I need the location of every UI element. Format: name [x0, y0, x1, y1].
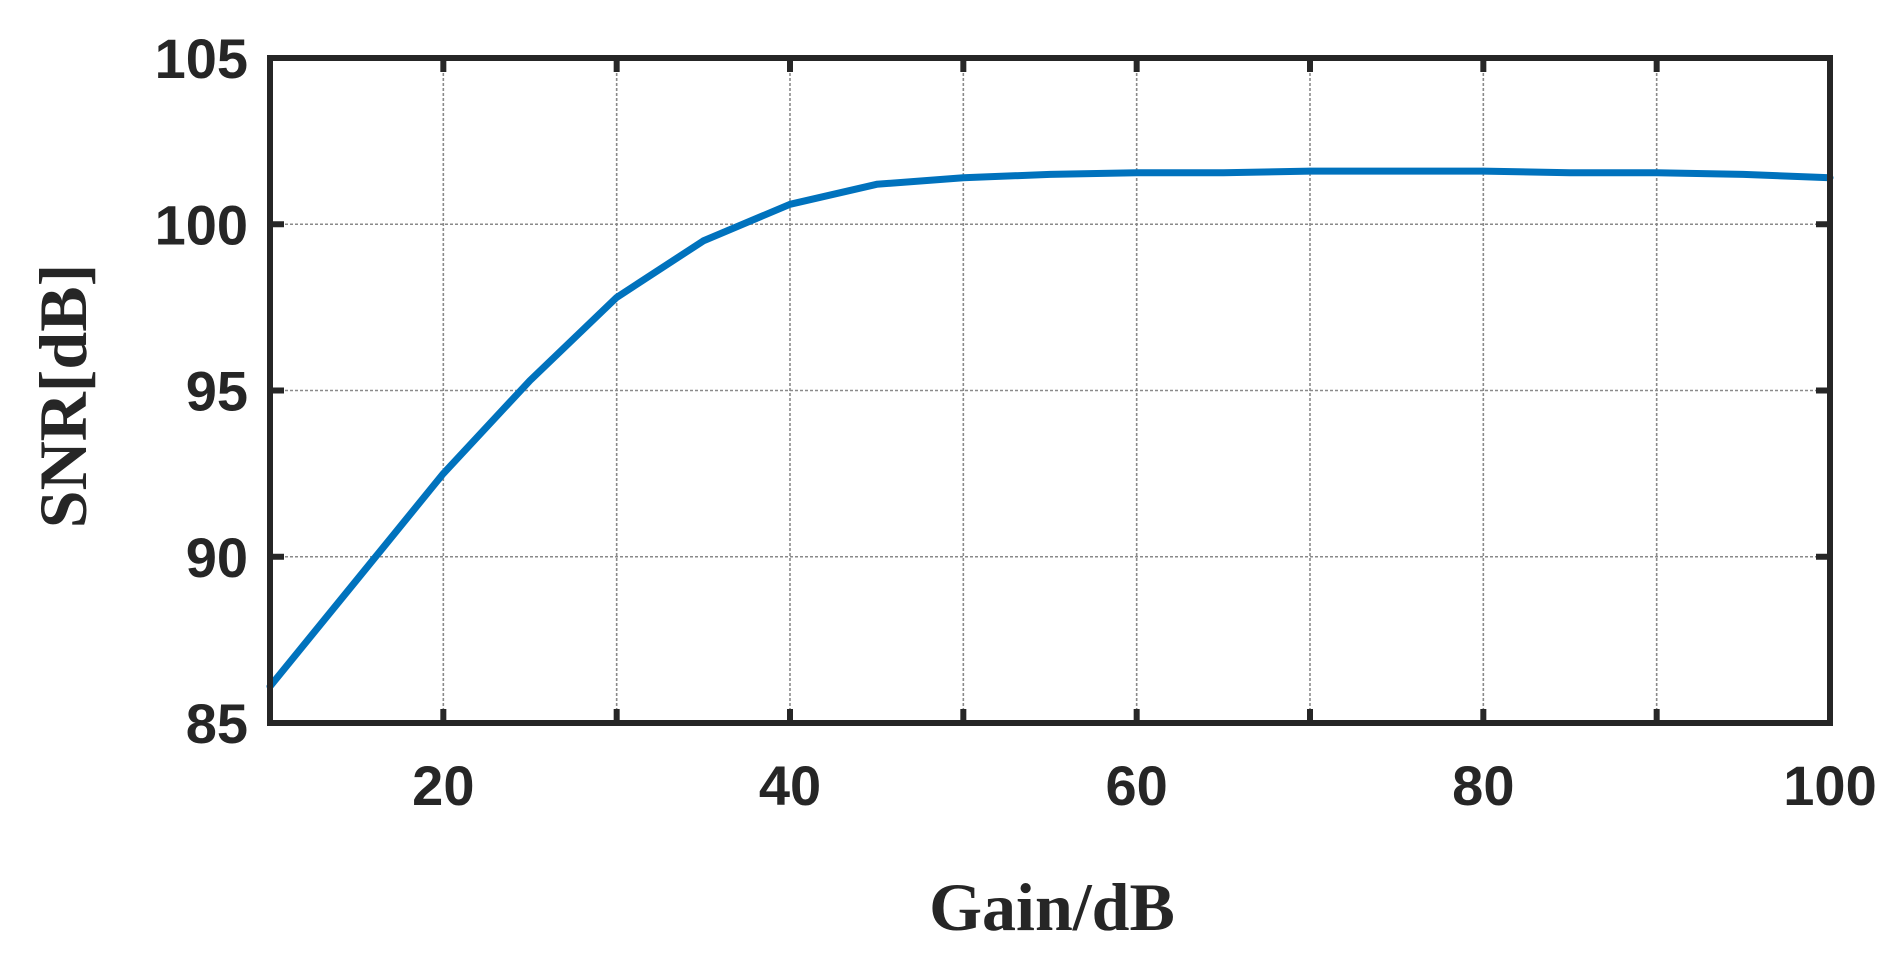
y-tick-label: 95 — [186, 360, 248, 423]
series-line — [266, 167, 1834, 690]
grid — [270, 58, 1830, 723]
y-tick-label: 105 — [155, 27, 248, 90]
y-tick-label: 85 — [186, 692, 248, 755]
y-tick-label: 100 — [155, 193, 248, 256]
x-tick-label: 80 — [1452, 754, 1514, 817]
tick-labels: 20 40 60 80 100 85 90 95 100 105 — [155, 27, 1877, 817]
axes — [267, 55, 1833, 726]
x-tick-label: 20 — [412, 754, 474, 817]
x-axis-title: Gain/dB — [929, 869, 1175, 945]
x-tick-label: 100 — [1783, 754, 1876, 817]
y-axis-title: SNR[dB] — [25, 264, 101, 529]
series-layer — [266, 167, 1834, 690]
x-tick-label: 40 — [759, 754, 821, 817]
y-tick-label: 90 — [186, 526, 248, 589]
x-tick-label: 60 — [1106, 754, 1168, 817]
